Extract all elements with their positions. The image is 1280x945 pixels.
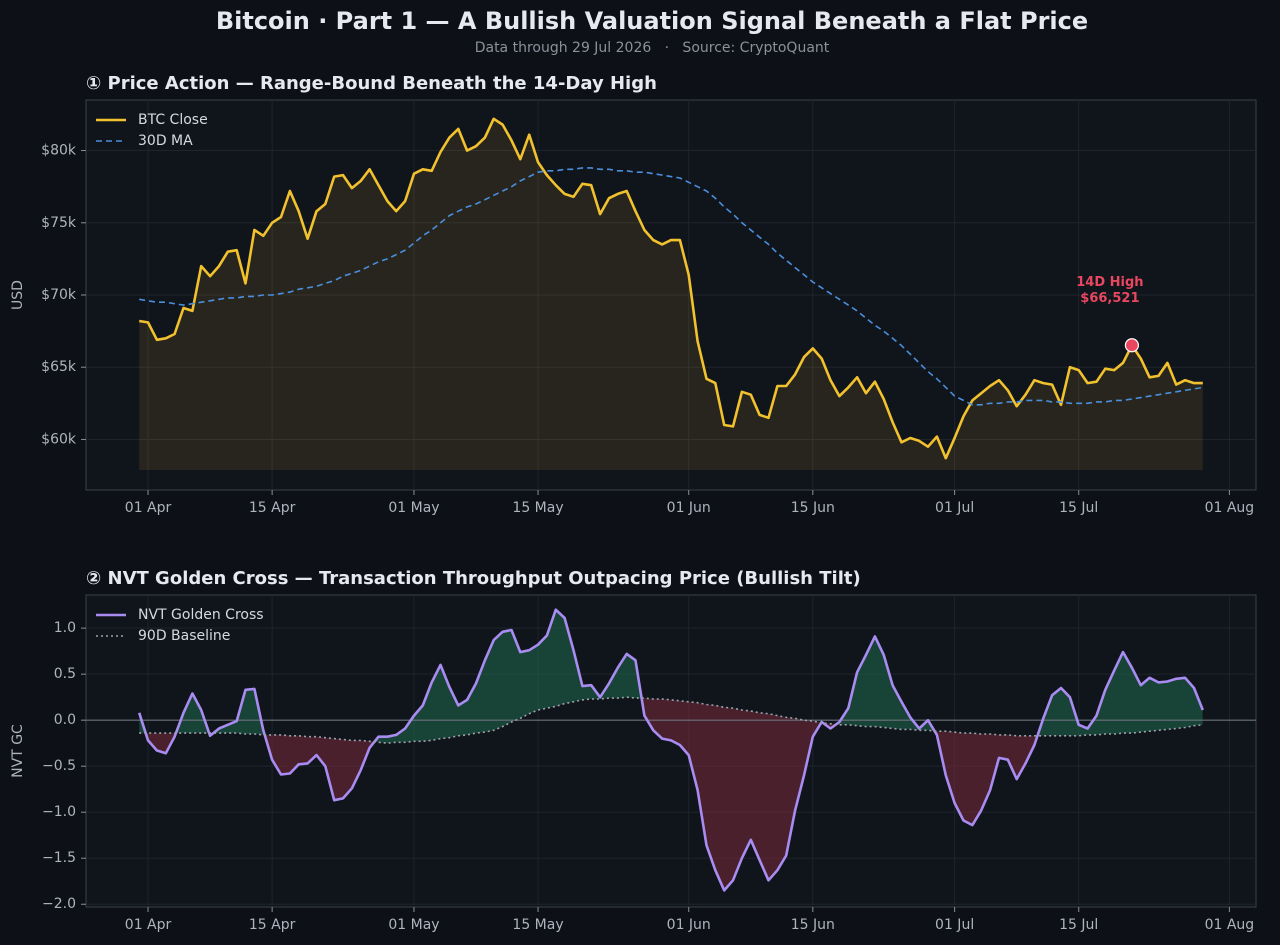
x-tick-label: 01 Aug — [1205, 917, 1255, 933]
y-tick-label: $65k — [41, 359, 77, 375]
legend: BTC Close 30D MA — [96, 112, 208, 149]
legend-label: 30D MA — [138, 133, 193, 149]
y-tick-label: $75k — [41, 215, 77, 231]
y-tick-label: −0.5 — [42, 758, 76, 774]
page-subtitle: Data through 29 Jul 2026 · Source: Crypt… — [475, 40, 830, 56]
page-title: Bitcoin · Part 1 — A Bullish Valuation S… — [216, 7, 1088, 35]
y-axis-label: NVT GC — [10, 724, 26, 778]
x-tick-label: 15 Jun — [791, 917, 835, 933]
x-tick-label: 15 Jul — [1059, 917, 1098, 933]
x-tick-label: 01 Jun — [667, 917, 711, 933]
x-tick-label: 01 Apr — [125, 917, 172, 933]
fill-below — [139, 697, 1203, 891]
x-tick-label: 15 May — [512, 500, 563, 516]
x-tick-label: 01 Apr — [125, 500, 172, 516]
plot-area — [85, 594, 1257, 908]
x-tick-label: 01 Aug — [1205, 500, 1255, 516]
y-tick-label: $80k — [41, 143, 77, 159]
x-tick-label: 01 Jul — [935, 500, 974, 516]
legend-label: BTC Close — [138, 112, 208, 128]
panel-title: ② NVT Golden Cross — Transaction Through… — [86, 568, 861, 589]
panel-title: ① Price Action — Range-Bound Beneath the… — [86, 73, 657, 94]
x-tick-label: 15 Apr — [249, 500, 296, 516]
x-tick-label: 15 Jul — [1059, 500, 1098, 516]
legend: NVT Golden Cross 90D Baseline — [96, 607, 264, 644]
annotation-marker — [1124, 338, 1140, 353]
legend-label: NVT Golden Cross — [138, 607, 264, 623]
x-tick-label: 01 May — [388, 917, 439, 933]
x-tick-label: 01 Jul — [935, 917, 974, 933]
annotation-label: 14D High — [1076, 275, 1143, 290]
y-tick-label: $60k — [41, 431, 77, 447]
x-tick-label: 15 Apr — [249, 917, 296, 933]
y-tick-label: −1.5 — [42, 850, 76, 866]
x-tick-label: 01 Jun — [667, 500, 711, 516]
annotation-value: $66,521 — [1080, 291, 1139, 306]
y-axis-label: USD — [10, 280, 26, 310]
x-tick-label: 01 May — [388, 500, 439, 516]
y-tick-label: 1.0 — [54, 620, 76, 636]
area-fill — [139, 118, 1203, 471]
x-tick-label: 15 May — [512, 917, 563, 933]
y-tick-label: 0.0 — [54, 712, 76, 728]
series-line — [137, 608, 1205, 892]
series-line — [139, 696, 1203, 744]
legend-label: 90D Baseline — [138, 628, 230, 644]
y-tick-label: $70k — [41, 287, 77, 303]
y-tick-label: −2.0 — [42, 896, 76, 912]
y-tick-label: −1.0 — [42, 804, 76, 820]
y-tick-label: 0.5 — [54, 666, 76, 682]
series-line — [138, 117, 1203, 460]
x-tick-label: 15 Jun — [791, 500, 835, 516]
series-line — [139, 167, 1203, 406]
